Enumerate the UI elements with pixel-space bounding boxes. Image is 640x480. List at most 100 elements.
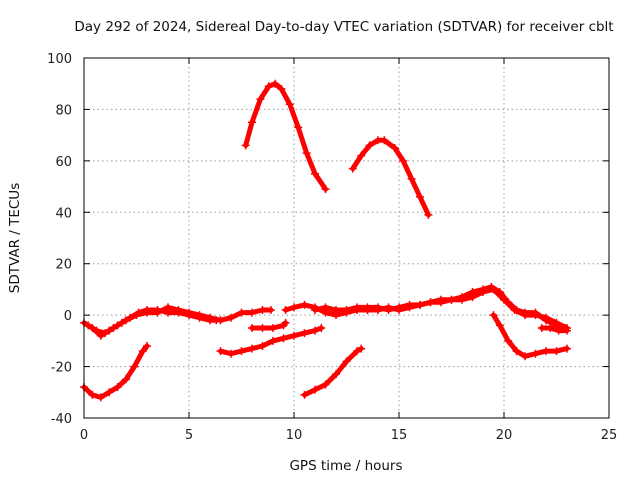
data-point — [281, 306, 290, 314]
x-tick-label: 0 — [80, 428, 88, 443]
series-layer — [80, 79, 571, 402]
data-point — [248, 324, 256, 332]
x-tick-label: 15 — [391, 428, 408, 443]
data-point — [126, 313, 135, 322]
data-point — [113, 383, 122, 392]
data-point — [424, 210, 433, 219]
data-point — [195, 313, 204, 322]
data-point — [395, 303, 403, 312]
data-point — [300, 300, 309, 309]
data-point — [563, 326, 571, 335]
data-point — [248, 118, 256, 127]
data-point — [130, 362, 139, 371]
data-point — [212, 316, 221, 325]
data-point — [300, 329, 309, 338]
x-tick-label: 25 — [601, 428, 618, 443]
chart-title: Day 292 of 2024, Sidereal Day-to-day VTE… — [74, 19, 613, 35]
data-point — [185, 311, 193, 320]
data-point — [348, 164, 357, 173]
data-point — [552, 347, 561, 356]
data-point — [105, 388, 114, 397]
data-point — [300, 390, 309, 399]
series-line — [350, 137, 431, 218]
data-point — [317, 324, 326, 332]
data-point — [290, 331, 298, 340]
data-point — [447, 295, 456, 304]
series-arc-e — [84, 306, 221, 338]
data-point — [101, 329, 109, 338]
data-point — [241, 141, 250, 150]
series-arc-g — [248, 318, 290, 332]
data-point — [122, 375, 130, 384]
data-point — [332, 370, 340, 379]
series-line — [539, 325, 570, 334]
data-point — [237, 308, 246, 317]
series-line — [312, 284, 568, 331]
data-point — [487, 282, 496, 291]
data-point — [426, 298, 435, 307]
data-point — [546, 324, 555, 332]
data-point — [357, 344, 366, 353]
x-tick-label: 10 — [286, 428, 303, 443]
data-point — [258, 342, 267, 350]
data-point — [143, 342, 151, 350]
data-point — [143, 306, 151, 314]
y-tick-label: -40 — [51, 412, 72, 427]
series-arc-i — [311, 282, 569, 332]
data-point — [264, 82, 273, 91]
data-point — [437, 295, 445, 304]
data-point — [542, 316, 550, 325]
data-point — [294, 123, 303, 132]
data-point — [290, 303, 298, 312]
x-tick-label: 20 — [496, 428, 513, 443]
series-arc-d — [80, 303, 275, 340]
data-point — [321, 185, 330, 194]
data-point — [138, 347, 147, 356]
data-point — [269, 336, 277, 345]
data-point — [384, 306, 393, 314]
data-point — [279, 334, 288, 343]
series-arc-b — [348, 136, 433, 219]
data-point — [248, 344, 256, 353]
grid — [84, 58, 609, 418]
y-tick-label: 40 — [55, 206, 72, 221]
data-point — [277, 84, 286, 93]
data-point — [285, 100, 294, 109]
data-point — [227, 349, 235, 358]
data-point — [353, 347, 361, 356]
data-point — [504, 336, 513, 345]
data-point — [374, 303, 382, 312]
data-point — [134, 308, 143, 317]
data-point — [416, 300, 424, 309]
data-point — [554, 326, 563, 335]
series-line — [81, 343, 150, 400]
data-point — [512, 347, 521, 356]
series-arc-k — [489, 311, 571, 361]
data-point — [311, 326, 319, 335]
data-point — [521, 352, 529, 361]
y-tick-label: 0 — [64, 309, 72, 324]
data-point — [563, 344, 571, 353]
data-point — [269, 324, 277, 332]
data-point — [357, 151, 366, 160]
data-point — [321, 303, 330, 312]
data-point — [495, 321, 504, 330]
data-point — [353, 303, 361, 312]
data-point — [342, 357, 351, 366]
data-point — [256, 95, 265, 104]
x-tick-label: 5 — [185, 428, 193, 443]
data-point — [342, 306, 351, 314]
series-arc-f — [216, 324, 326, 358]
y-axis-label: SDTVAR / TECUs — [7, 183, 23, 293]
data-point — [390, 144, 399, 152]
data-point — [458, 293, 466, 302]
data-point — [271, 79, 280, 88]
data-point — [495, 288, 504, 296]
data-point — [311, 385, 319, 394]
series-arc-j — [300, 344, 366, 399]
series-arc-a — [241, 79, 330, 194]
data-point — [258, 324, 267, 332]
series-arc-c — [80, 342, 151, 402]
data-point — [380, 136, 389, 145]
data-point — [537, 324, 546, 332]
